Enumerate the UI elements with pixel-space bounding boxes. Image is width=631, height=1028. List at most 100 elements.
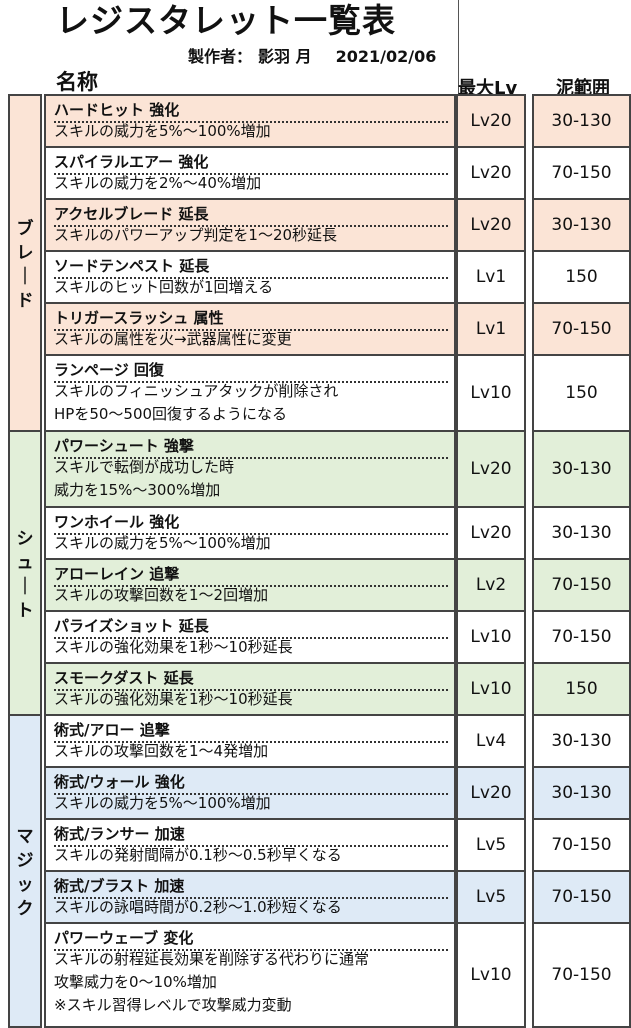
- table-row: パワーシュート 強撃 スキルで転倒が成功した時 威力を15%～300%増加 Lv20 3…: [44, 430, 631, 508]
- name-cell: 術式/ウォール 強化 スキルの威力を5%～100%増加: [44, 766, 456, 820]
- group-label-char: ｜: [16, 267, 34, 287]
- max-level-cell: Lv10: [456, 922, 526, 1028]
- table-row: アローレイン 追撃 スキルの攻撃回数を1～2回増加 Lv2 70-150: [44, 558, 631, 612]
- max-level-cell: Lv20: [456, 146, 526, 200]
- name-cell: 術式/アロー 追撃 スキルの攻撃回数を1～4発増加: [44, 714, 456, 768]
- table-row: アクセルブレード 延長 スキルのパワーアップ判定を1～20秒延長 Lv20 30-13…: [44, 198, 631, 252]
- register-description: スキルの発射間隔が0.1秒～0.5秒早くなる: [54, 846, 342, 864]
- register-name: 術式/ランサー 加速: [54, 823, 448, 847]
- register-description: スキルの詠唱時間が0.2秒～1.0秒短くなる: [54, 898, 342, 916]
- max-level-cell: Lv20: [456, 430, 526, 508]
- table-row: 術式/ブラスト 加速 スキルの詠唱時間が0.2秒～1.0秒短くなる Lv5 70-15…: [44, 870, 631, 924]
- register-description: スキルのパワーアップ判定を1～20秒延長: [54, 226, 338, 244]
- table-row: 術式/アロー 追撃 スキルの攻撃回数を1～4発増加 Lv4 30-130: [44, 714, 631, 768]
- register-name: 術式/ウォール 強化: [54, 771, 448, 795]
- range-cell: 70-150: [532, 922, 631, 1028]
- max-level-cell: Lv5: [456, 870, 526, 924]
- max-level-cell: Lv2: [456, 558, 526, 612]
- register-description: スキルの威力を5%～100%増加: [54, 794, 271, 812]
- range-cell: 150: [532, 250, 631, 304]
- register-description: 攻撃威力を0～10%増加: [54, 973, 217, 991]
- range-cell: 70-150: [532, 818, 631, 872]
- table-row: ワンホイール 強化 スキルの威力を5%～100%増加 Lv20 30-130: [44, 506, 631, 560]
- register-description: HPを50～500回復するようになる: [54, 405, 288, 423]
- register-name: スパイラルエアー 強化: [54, 151, 448, 175]
- max-level-cell: Lv10: [456, 354, 526, 432]
- register-name: ワンホイール 強化: [54, 511, 448, 535]
- column-header-range: 泥範囲: [556, 78, 610, 99]
- register-description: スキルのフィニッシュアタックが削除され: [54, 382, 339, 400]
- group-label-char: ジ: [16, 851, 34, 871]
- range-cell: 30-130: [532, 94, 631, 148]
- register-name: ソードテンペスト 延長: [54, 255, 448, 279]
- range-cell: 70-150: [532, 870, 631, 924]
- max-level-cell: Lv5: [456, 818, 526, 872]
- name-cell: アローレイン 追撃 スキルの攻撃回数を1～2回増加: [44, 558, 456, 612]
- register-name: アローレイン 追撃: [54, 563, 448, 587]
- table-row: ソードテンペスト 延長 スキルのヒット回数が1回増える Lv1 150: [44, 250, 631, 304]
- register-name: ハードヒット 強化: [54, 99, 448, 123]
- max-level-cell: Lv20: [456, 94, 526, 148]
- max-level-cell: Lv1: [456, 250, 526, 304]
- title-divider: [458, 0, 459, 94]
- max-level-cell: Lv4: [456, 714, 526, 768]
- name-cell: トリガースラッシュ 属性 スキルの属性を火→武器属性に変更: [44, 302, 456, 356]
- register-name: スモークダスト 延長: [54, 667, 448, 691]
- table-row: スパイラルエアー 強化 スキルの威力を2%～40%増加 Lv20 70-150: [44, 146, 631, 200]
- group-label-char: レ: [16, 243, 34, 263]
- range-cell: 30-130: [532, 766, 631, 820]
- register-name: 術式/ブラスト 加速: [54, 875, 448, 899]
- register-description: スキルの強化効果を1秒～10秒延長: [54, 690, 293, 708]
- group-label-char: ク: [16, 899, 34, 919]
- group-label-shoot: シュ ｜ ト: [8, 430, 42, 716]
- table-row: トリガースラッシュ 属性 スキルの属性を火→武器属性に変更 Lv1 70-150: [44, 302, 631, 356]
- page-title: レジスタレット一覧表: [56, 1, 396, 40]
- register-name: 術式/アロー 追撃: [54, 719, 448, 743]
- author-label: 製作者：: [188, 47, 253, 66]
- range-cell: 30-130: [532, 198, 631, 252]
- name-cell: ワンホイール 強化 スキルの威力を5%～100%増加: [44, 506, 456, 560]
- max-level-cell: Lv10: [456, 662, 526, 716]
- name-cell: パワーウェーブ 変化 スキルの射程延長効果を削除する代わりに通常 攻撃威力を0～10…: [44, 922, 456, 1028]
- register-table: ハードヒット 強化 スキルの威力を5%～100%増加 Lv20 30-130 スパイラル…: [0, 94, 631, 1028]
- range-cell: 70-150: [532, 558, 631, 612]
- name-cell: パワーシュート 強撃 スキルで転倒が成功した時 威力を15%～300%増加: [44, 430, 456, 508]
- group-label-char: ブ: [16, 219, 34, 239]
- table-row: 術式/ランサー 加速 スキルの発射間隔が0.1秒～0.5秒早くなる Lv5 70-15…: [44, 818, 631, 872]
- register-description: スキルで転倒が成功した時: [54, 458, 235, 476]
- register-name: パライズショット 延長: [54, 615, 448, 639]
- group-label-char: ト: [16, 601, 34, 621]
- register-description: スキルの威力を5%～100%増加: [54, 534, 271, 552]
- group-label-blade: ブレ ｜ ド: [8, 94, 42, 432]
- group-label-char: マ: [16, 827, 34, 847]
- register-description: スキルの威力を5%～100%増加: [54, 122, 271, 140]
- register-name: パワーシュート 強撃: [54, 435, 448, 459]
- name-cell: ソードテンペスト 延長 スキルのヒット回数が1回増える: [44, 250, 456, 304]
- register-description: スキルのヒット回数が1回増える: [54, 278, 274, 296]
- register-description: スキルの属性を火→武器属性に変更: [54, 330, 292, 348]
- range-cell: 30-130: [532, 506, 631, 560]
- register-description: スキルの強化効果を1秒～10秒延長: [54, 638, 293, 656]
- table-row: スモークダスト 延長 スキルの強化効果を1秒～10秒延長 Lv10 150: [44, 662, 631, 716]
- column-header-max-level: 最大Lv: [458, 78, 518, 99]
- register-description: スキルの攻撃回数を1～4発増加: [54, 742, 269, 760]
- range-cell: 70-150: [532, 302, 631, 356]
- group-label-char: シ: [16, 529, 34, 549]
- range-cell: 150: [532, 354, 631, 432]
- register-description: ※スキル習得レベルで攻撃威力変動: [54, 996, 292, 1014]
- range-cell: 70-150: [532, 146, 631, 200]
- table-row: ランページ 回復 スキルのフィニッシュアタックが削除され HPを50～500回復する…: [44, 354, 631, 432]
- table-row: パワーウェーブ 変化 スキルの射程延長効果を削除する代わりに通常 攻撃威力を0～10…: [44, 922, 631, 1028]
- group-label-magic: マジック: [8, 714, 42, 1028]
- range-cell: 70-150: [532, 610, 631, 664]
- name-cell: スパイラルエアー 強化 スキルの威力を2%～40%増加: [44, 146, 456, 200]
- range-cell: 30-130: [532, 714, 631, 768]
- range-cell: 30-130: [532, 430, 631, 508]
- author-name: 影羽 月: [258, 47, 312, 66]
- register-name: ランページ 回復: [54, 359, 448, 383]
- register-description: スキルの攻撃回数を1～2回増加: [54, 586, 269, 604]
- max-level-cell: Lv10: [456, 610, 526, 664]
- max-level-cell: Lv20: [456, 198, 526, 252]
- table-row: 術式/ウォール 強化 スキルの威力を5%～100%増加 Lv20 30-130: [44, 766, 631, 820]
- author-line: 製作者： 影羽 月 2021/02/06: [188, 43, 442, 67]
